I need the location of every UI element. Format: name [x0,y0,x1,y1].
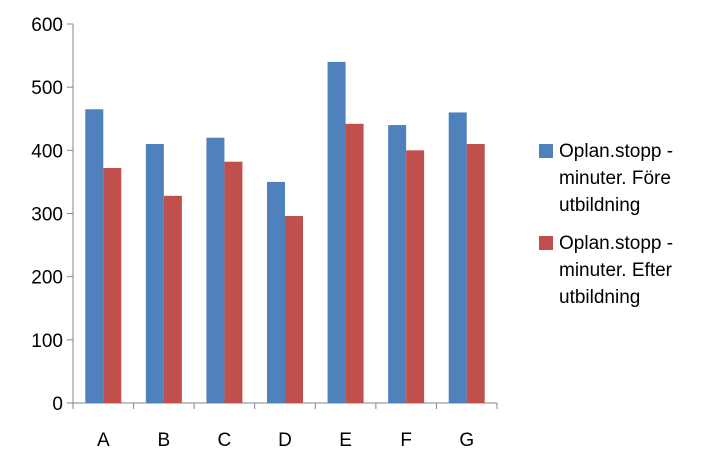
y-tick-label: 300 [31,205,63,226]
y-tick-label: 0 [52,394,63,415]
x-tick-label-g: G [459,430,474,451]
x-tick-label-d: D [278,430,292,451]
bar-d-series-2 [285,216,303,403]
x-axis-ticks: A B C D E F G [72,403,498,451]
x-tick-label-f: F [400,430,412,451]
bar-g-series-2 [466,144,485,403]
bar-g-series-1 [448,112,467,403]
bar-a-series-1 [85,109,104,404]
x-tick-label-b: B [158,430,171,451]
bar-c-series-2 [224,161,243,403]
y-tick-label: 200 [31,268,63,289]
legend-label-series-2: Oplan.stopp - minuter. Efter utbildning [559,233,674,308]
legend-swatch-series-2 [539,236,553,250]
bar-f-series-1 [388,125,407,404]
y-tick-label: 500 [31,78,63,99]
bar-b-series-1 [145,144,164,403]
y-tick-label: 100 [31,331,63,352]
legend-item-series-2: Oplan.stopp - minuter. Efter utbildning [539,230,714,311]
legend: Oplan.stopp - minuter. Före utbildning O… [539,138,714,322]
y-tick-label: 600 [31,15,63,36]
bar-f-series-2 [406,150,425,403]
bar-e-series-1 [327,61,346,404]
bar-a-series-2 [103,168,122,403]
x-tick-label-c: C [218,430,232,451]
bar-d-series-1 [267,181,285,403]
x-tick-label-a: A [97,430,110,451]
legend-swatch-series-1 [539,144,553,158]
y-tick-label: 400 [31,141,63,162]
bar-e-series-2 [345,123,364,403]
bar-c-series-1 [206,137,225,403]
bars-group [85,61,485,404]
x-tick-label-e: E [339,430,352,451]
legend-label-series-1: Oplan.stopp - minuter. Före utbildning [559,141,674,216]
legend-item-series-1: Oplan.stopp - minuter. Före utbildning [539,138,714,219]
bar-b-series-2 [163,195,182,403]
y-axis-ticks: 0 100 200 300 400 500 600 [31,15,73,415]
